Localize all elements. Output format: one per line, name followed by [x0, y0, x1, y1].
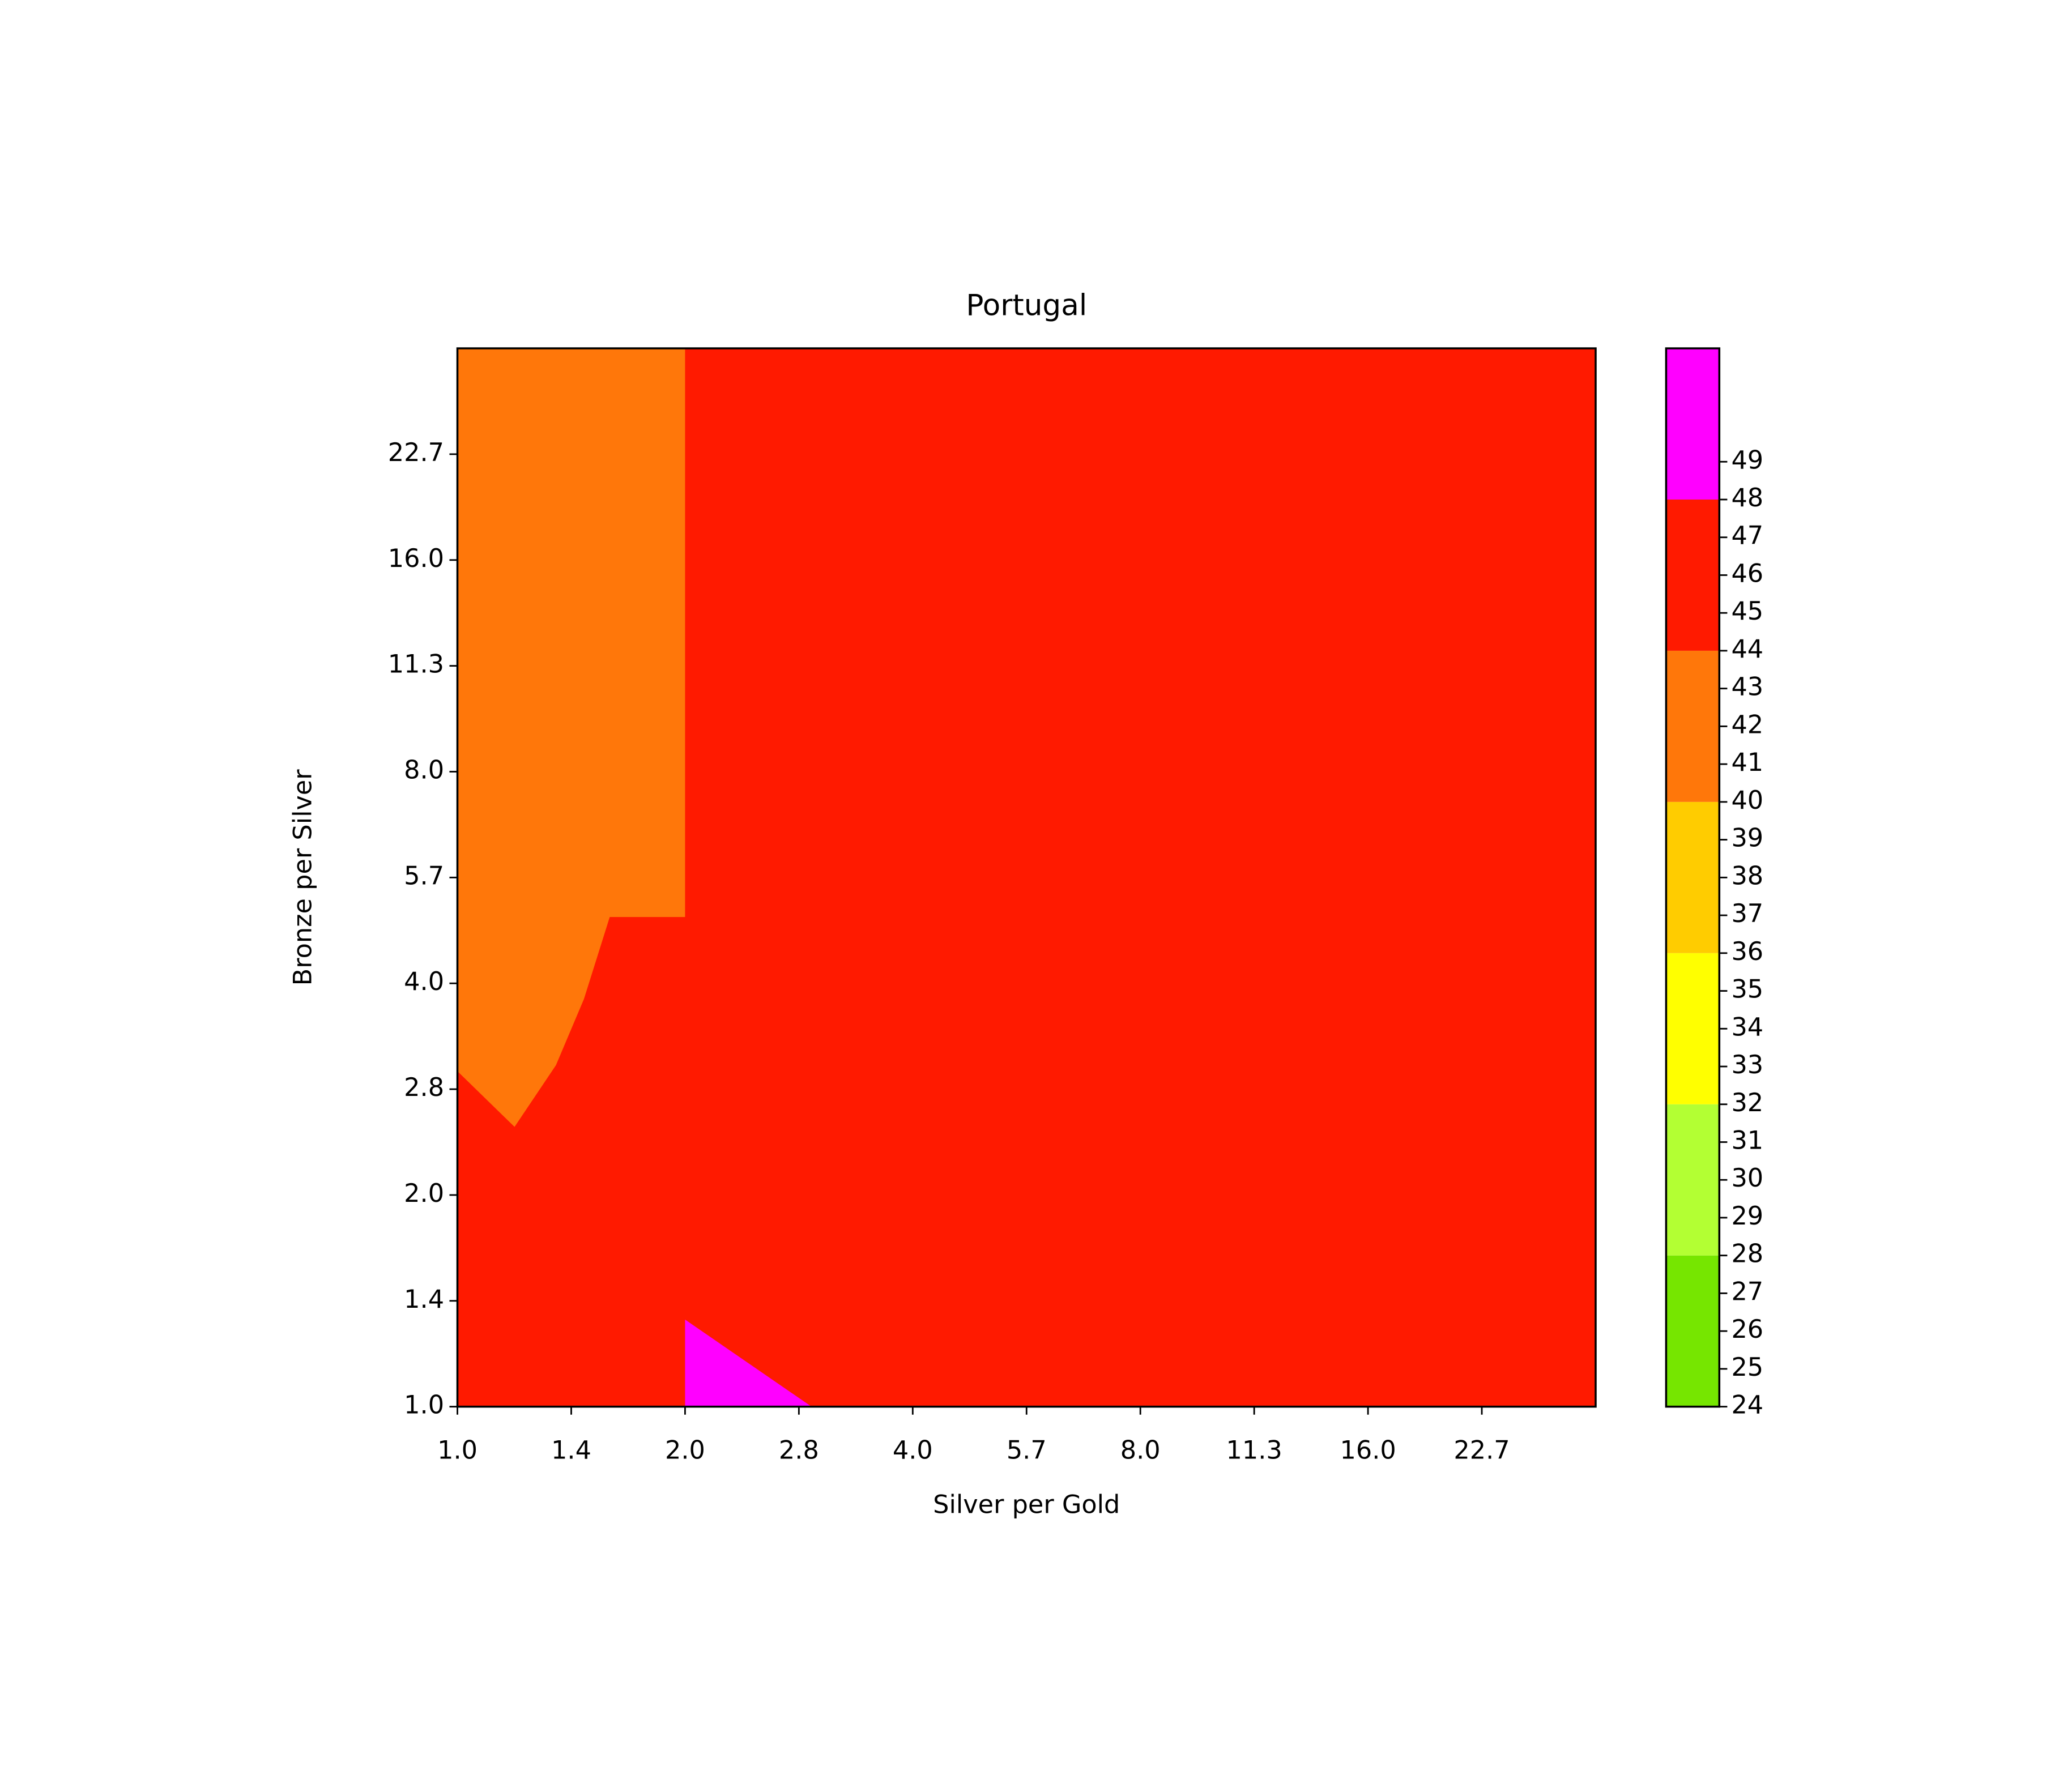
- chart-title: Portugal: [966, 288, 1087, 322]
- colorbar-tick-label: 26: [1731, 1315, 1763, 1344]
- colorbar-tick-label: 43: [1731, 672, 1763, 702]
- x-axis-label: Silver per Gold: [933, 1490, 1120, 1520]
- y-tick-label: 8.0: [404, 755, 444, 784]
- colorbar-tick-label: 47: [1731, 521, 1763, 551]
- x-tick-label: 2.0: [665, 1435, 705, 1465]
- colorbar-band: [1666, 953, 1720, 1104]
- x-tick-label: 8.0: [1120, 1435, 1161, 1465]
- colorbar-band: [1666, 801, 1720, 953]
- x-tick-label: 1.4: [551, 1435, 591, 1465]
- x-tick-label: 1.0: [437, 1435, 478, 1465]
- y-tick-label: 5.7: [404, 861, 444, 890]
- colorbar-tick-label: 30: [1731, 1163, 1763, 1193]
- contour-region: [457, 348, 1596, 1407]
- y-tick-label: 16.0: [388, 544, 444, 573]
- colorbar-tick-label: 46: [1731, 558, 1763, 588]
- x-tick-label: 16.0: [1340, 1435, 1396, 1465]
- colorbar-tick-label: 45: [1731, 596, 1763, 626]
- colorbar-band: [1666, 499, 1720, 651]
- y-axis-label: Bronze per Silver: [288, 769, 318, 986]
- y-tick-label: 2.8: [404, 1073, 444, 1102]
- y-tick-label: 1.0: [404, 1390, 444, 1420]
- y-tick-label: 4.0: [404, 967, 444, 996]
- x-tick-label: 22.7: [1453, 1435, 1510, 1465]
- colorbar-band: [1666, 650, 1720, 802]
- colorbar-tick-label: 48: [1731, 483, 1763, 513]
- colorbar-tick-label: 35: [1731, 975, 1763, 1004]
- colorbar-tick-label: 38: [1731, 861, 1763, 890]
- y-tick-label: 22.7: [388, 438, 444, 467]
- x-tick-label: 4.0: [893, 1435, 933, 1465]
- colorbar-tick-label: 49: [1731, 445, 1763, 475]
- y-tick-label: 11.3: [388, 650, 444, 679]
- colorbar-tick-label: 27: [1731, 1277, 1763, 1306]
- colorbar-tick-label: 41: [1731, 748, 1763, 777]
- regions: [457, 348, 1596, 1407]
- colorbar-tick-label: 33: [1731, 1050, 1763, 1080]
- colorbar-tick-label: 29: [1731, 1201, 1763, 1231]
- colorbar-tick-label: 37: [1731, 899, 1763, 928]
- colorbar-tick-label: 31: [1731, 1126, 1763, 1155]
- colorbar-tick-label: 28: [1731, 1239, 1763, 1269]
- plot-root: Portugal Silver per Gold Bronze per Silv…: [288, 288, 1764, 1519]
- x-tick-label: 11.3: [1226, 1435, 1282, 1465]
- colorbar-band: [1666, 1104, 1720, 1256]
- colorbar-tick-label: 25: [1731, 1352, 1763, 1382]
- colorbar-tick-label: 44: [1731, 634, 1763, 664]
- colorbar-tick-label: 39: [1731, 824, 1763, 853]
- colorbar-tick-label: 32: [1731, 1088, 1763, 1117]
- y-tick-label: 2.0: [404, 1179, 444, 1208]
- contour-region: [457, 348, 685, 1127]
- y-tick-label: 1.4: [404, 1285, 444, 1314]
- colorbar-band: [1666, 348, 1720, 500]
- colorbar-tick-label: 24: [1731, 1390, 1763, 1420]
- x-tick-label: 5.7: [1007, 1435, 1047, 1465]
- x-tick-label: 2.8: [779, 1435, 819, 1465]
- colorbar-tick-label: 40: [1731, 786, 1763, 815]
- colorbar-tick-label: 36: [1731, 937, 1763, 966]
- colorbar-band: [1666, 1255, 1720, 1407]
- colorbar-tick-label: 34: [1731, 1012, 1763, 1042]
- colorbar-tick-label: 42: [1731, 710, 1763, 739]
